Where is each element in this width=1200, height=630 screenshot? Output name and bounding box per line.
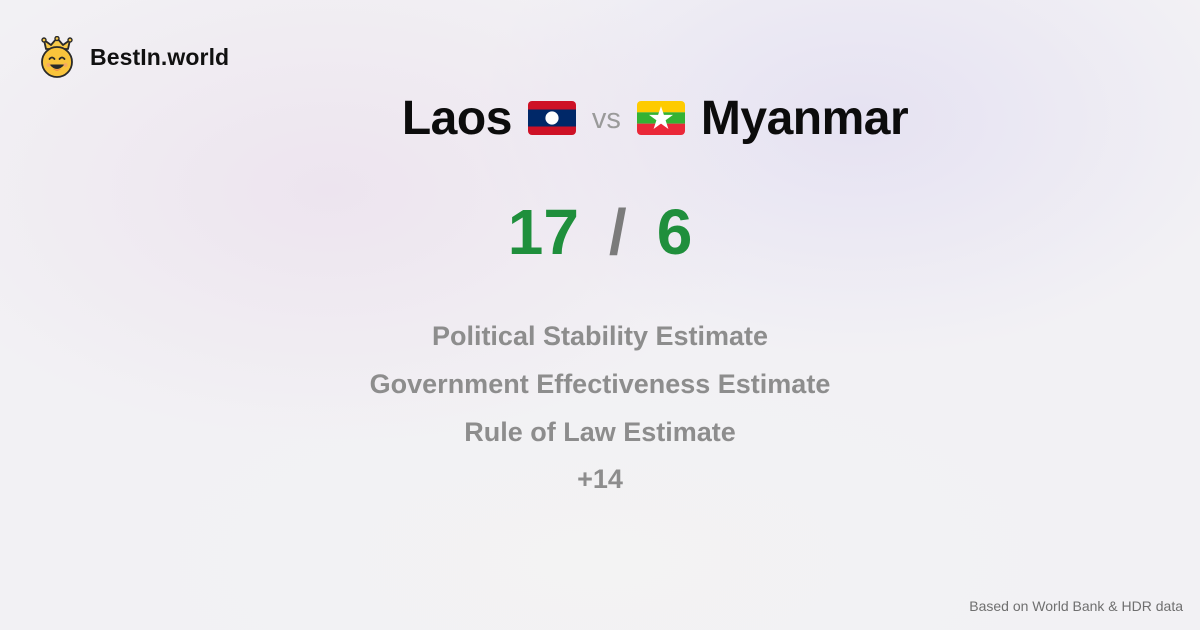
laos-flag-icon [527,101,576,135]
metric-item-government-effectiveness: Government Effectiveness Estimate [369,369,831,399]
brand-link[interactable]: BestIn.world [38,36,229,78]
metric-item-rule-of-law: Rule of Law Estimate [464,417,736,447]
score-summary: 17 / 6 [0,196,1200,268]
metric-item-political-stability: Political Stability Estimate [431,321,769,351]
score-separator: / [608,196,627,268]
vs-label: vs [591,102,621,135]
more-metrics-count: +14 [577,464,623,494]
myanmar-flag-icon [636,101,685,135]
right-score: 6 [656,196,693,268]
smiling-crown-face-icon [41,36,73,78]
comparison-title: Laos vs Myanmar [55,88,1200,148]
right-country-name: Myanmar [700,91,909,145]
left-country-name: Laos [401,91,513,145]
metric-list: Political Stability Estimate Government … [0,312,1200,456]
data-source-note: Based on World Bank & HDR data [969,598,1183,614]
brand-name: BestIn.world [90,43,230,70]
left-score: 17 [507,196,579,268]
